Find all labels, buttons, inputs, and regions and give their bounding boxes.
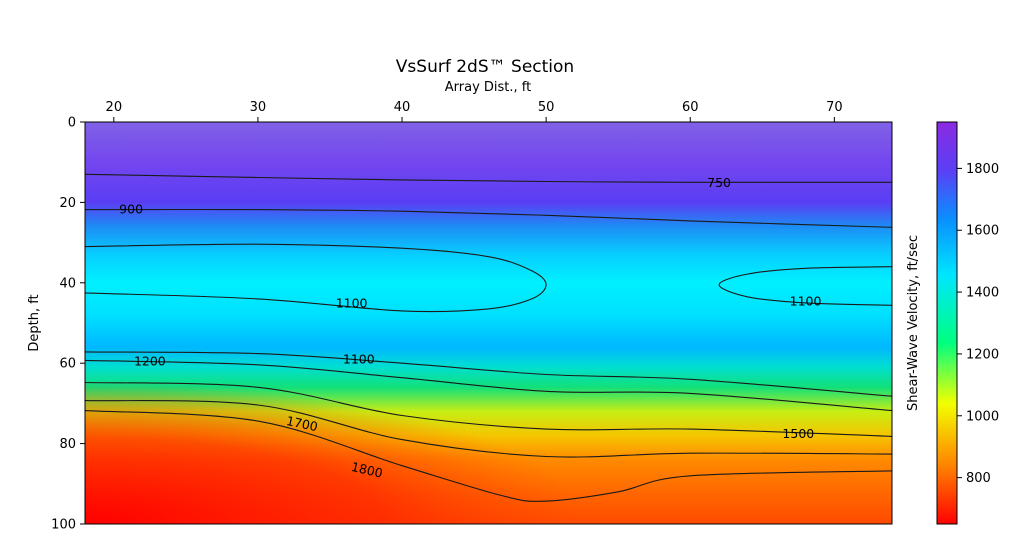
contour-labels: 750 900 1100 1100 1100 1200 1700 1500 1800 xyxy=(119,175,821,481)
contour-line-1200 xyxy=(85,359,892,412)
contour-label: 1800 xyxy=(350,459,384,481)
contour-line-1100 xyxy=(718,266,892,306)
x-tick-label: 20 xyxy=(106,100,123,115)
y-tick-label: 40 xyxy=(59,276,76,291)
colorbar-tick-label: 1800 xyxy=(966,162,999,177)
colorbar-tick-label: 1600 xyxy=(966,224,999,239)
contour-label: 1100 xyxy=(343,352,375,367)
contour-line-1700 xyxy=(85,400,892,458)
contour-label: 1100 xyxy=(790,293,822,308)
x-tick-label: 50 xyxy=(538,100,555,115)
colorbar-gradient xyxy=(936,121,958,525)
colorbar: 800 1000 1200 1400 1600 1800 Shear-Wave Veloc… xyxy=(906,121,999,525)
contour-line-900 xyxy=(85,208,892,228)
contour-line-1800 xyxy=(85,410,892,502)
chart-title: VsSurf 2dS™ Section xyxy=(396,57,574,77)
x-tick-label: 40 xyxy=(394,100,411,115)
y-tick-label: 60 xyxy=(59,357,76,372)
y-tick-label: 100 xyxy=(51,518,76,533)
contour-label: 900 xyxy=(119,201,143,216)
y-axis-label: Depth, ft xyxy=(27,294,42,351)
contour-label: 750 xyxy=(707,175,731,190)
colorbar-label: Shear-Wave Velocity, ft/sec xyxy=(906,235,921,411)
colorbar-ticks: 800 1000 1200 1400 1600 1800 xyxy=(957,162,999,486)
x-tick-label: 70 xyxy=(826,100,843,115)
contour-label: 1500 xyxy=(782,426,814,441)
y-tick-label: 0 xyxy=(68,116,76,131)
contour-line-750 xyxy=(85,173,892,183)
contour-lines xyxy=(85,173,892,502)
x-axis-ticks: 20 30 40 50 60 70 xyxy=(106,100,843,122)
contour-line-1100 xyxy=(85,351,892,397)
y-tick-label: 80 xyxy=(59,437,76,452)
contour-label: 1100 xyxy=(336,295,368,310)
contour-label: 1700 xyxy=(285,413,319,434)
plot-frame xyxy=(84,121,893,525)
x-tick-label: 60 xyxy=(682,100,699,115)
colorbar-tick-label: 1200 xyxy=(966,347,999,362)
colorbar-tick-label: 1400 xyxy=(966,286,999,301)
colorbar-tick-label: 1000 xyxy=(966,409,999,424)
y-axis-ticks: 0 20 40 60 80 100 xyxy=(51,116,85,533)
contour-line-1500 xyxy=(85,381,892,437)
contour-line-1100 xyxy=(85,243,547,313)
x-tick-label: 30 xyxy=(250,100,267,115)
y-tick-label: 20 xyxy=(59,196,76,211)
plot-area: 750 900 1100 1100 1100 1200 1700 1500 1800 xyxy=(84,121,893,525)
velocity-field-red-zone xyxy=(85,380,585,524)
colorbar-tick-label: 800 xyxy=(966,471,991,486)
contour-label: 1200 xyxy=(134,354,166,369)
x-axis-label: Array Dist., ft xyxy=(445,80,531,95)
